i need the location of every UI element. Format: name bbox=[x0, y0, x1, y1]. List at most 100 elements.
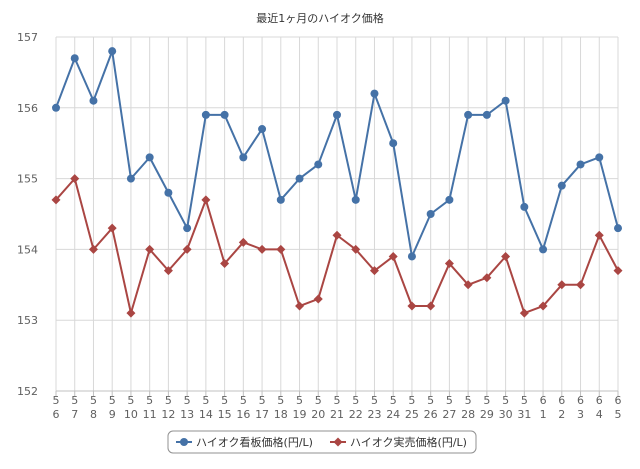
data-point[interactable] bbox=[407, 301, 417, 311]
data-point[interactable] bbox=[126, 174, 135, 183]
data-point[interactable] bbox=[595, 153, 604, 162]
data-point[interactable] bbox=[426, 301, 436, 311]
data-point[interactable] bbox=[369, 266, 379, 276]
x-tick-label-month: 6 bbox=[615, 394, 622, 407]
data-point[interactable] bbox=[52, 103, 60, 112]
x-tick-label-month: 5 bbox=[71, 394, 78, 407]
x-tick-label-day: 9 bbox=[109, 408, 116, 421]
data-point[interactable] bbox=[444, 259, 454, 269]
x-tick-label-month: 5 bbox=[465, 394, 472, 407]
data-point[interactable] bbox=[126, 308, 136, 318]
data-point[interactable] bbox=[201, 110, 210, 119]
x-tick-label-day: 23 bbox=[367, 408, 381, 421]
series-actual-price bbox=[51, 174, 623, 318]
data-point[interactable] bbox=[614, 224, 622, 233]
x-tick-label-day: 15 bbox=[218, 408, 232, 421]
x-tick-label-month: 5 bbox=[202, 394, 209, 407]
y-tick-label: 155 bbox=[17, 173, 38, 186]
x-tick-label-month: 5 bbox=[390, 394, 397, 407]
data-point[interactable] bbox=[482, 110, 491, 119]
data-point[interactable] bbox=[70, 174, 80, 184]
x-tick-label-month: 5 bbox=[315, 394, 322, 407]
data-point[interactable] bbox=[108, 47, 117, 56]
x-tick-label-month: 5 bbox=[109, 394, 116, 407]
x-tick-label-month: 5 bbox=[334, 394, 341, 407]
y-tick-label: 152 bbox=[17, 385, 38, 398]
data-point[interactable] bbox=[276, 244, 286, 254]
data-point[interactable] bbox=[538, 301, 548, 311]
x-tick-label-month: 5 bbox=[259, 394, 266, 407]
data-point[interactable] bbox=[183, 224, 192, 233]
y-tick-label: 157 bbox=[17, 31, 38, 44]
legend-marker-billboard bbox=[180, 438, 188, 446]
data-point[interactable] bbox=[407, 252, 416, 261]
x-tick-label-month: 6 bbox=[540, 394, 547, 407]
x-tick-label-month: 5 bbox=[521, 394, 528, 407]
x-tick-label-month: 6 bbox=[558, 394, 565, 407]
data-point[interactable] bbox=[70, 54, 79, 63]
data-point[interactable] bbox=[238, 237, 248, 247]
x-tick-label-month: 5 bbox=[427, 394, 434, 407]
legend-item-billboard-price[interactable]: ハイオク看板価格(円/L) bbox=[176, 435, 313, 449]
data-point[interactable] bbox=[88, 244, 98, 254]
data-point[interactable] bbox=[426, 210, 435, 218]
data-point[interactable] bbox=[389, 139, 398, 148]
data-point[interactable] bbox=[576, 160, 585, 169]
legend-box bbox=[167, 430, 477, 454]
data-point[interactable] bbox=[201, 195, 211, 205]
legend-item-actual-price[interactable]: ハイオク実売価格(円/L) bbox=[330, 435, 467, 449]
x-tick-label-month: 5 bbox=[408, 394, 415, 407]
x-tick-label-day: 6 bbox=[53, 408, 60, 421]
data-point[interactable] bbox=[520, 202, 529, 211]
data-point[interactable] bbox=[257, 244, 267, 254]
x-tick-label-day: 14 bbox=[199, 408, 213, 421]
x-tick-label-day: 11 bbox=[143, 408, 157, 421]
data-point[interactable] bbox=[594, 230, 604, 240]
x-tick-label-day: 26 bbox=[424, 408, 438, 421]
data-point[interactable] bbox=[501, 96, 510, 105]
data-point[interactable] bbox=[613, 266, 623, 276]
data-point[interactable] bbox=[89, 96, 98, 105]
data-point[interactable] bbox=[313, 294, 323, 304]
data-point[interactable] bbox=[463, 280, 473, 290]
data-point[interactable] bbox=[145, 244, 155, 254]
data-point[interactable] bbox=[501, 251, 511, 261]
data-point[interactable] bbox=[182, 244, 192, 254]
data-point[interactable] bbox=[576, 280, 586, 290]
x-tick-label-month: 6 bbox=[596, 394, 603, 407]
data-point[interactable] bbox=[370, 89, 379, 98]
data-point[interactable] bbox=[295, 174, 304, 183]
legend-marker-actual bbox=[333, 437, 343, 447]
data-point[interactable] bbox=[145, 153, 154, 162]
data-point[interactable] bbox=[314, 160, 323, 169]
data-point[interactable] bbox=[220, 110, 229, 119]
data-point[interactable] bbox=[351, 195, 360, 204]
x-tick-label-day: 2 bbox=[558, 408, 565, 421]
data-point[interactable] bbox=[557, 280, 567, 290]
data-point[interactable] bbox=[482, 273, 492, 283]
data-point[interactable] bbox=[445, 195, 454, 204]
x-tick-label-day: 29 bbox=[480, 408, 494, 421]
data-point[interactable] bbox=[258, 125, 267, 134]
data-point[interactable] bbox=[51, 195, 61, 205]
data-point[interactable] bbox=[332, 230, 342, 240]
data-point[interactable] bbox=[539, 245, 548, 254]
data-point[interactable] bbox=[464, 110, 473, 119]
data-point[interactable] bbox=[107, 223, 117, 233]
legend[interactable]: ハイオク看板価格(円/L) ハイオク実売価格(円/L) bbox=[167, 430, 477, 454]
data-point[interactable] bbox=[295, 301, 305, 311]
data-point[interactable] bbox=[164, 188, 173, 197]
x-tick-label-month: 5 bbox=[221, 394, 228, 407]
y-axis-ticks: 152 153 154 155 156 157 bbox=[17, 31, 38, 398]
data-point[interactable] bbox=[220, 259, 230, 269]
x-tick-label-month: 5 bbox=[446, 394, 453, 407]
data-point[interactable] bbox=[333, 110, 341, 119]
data-point[interactable] bbox=[163, 266, 173, 276]
data-point[interactable] bbox=[557, 181, 566, 190]
data-point[interactable] bbox=[276, 195, 285, 204]
data-point[interactable] bbox=[239, 153, 248, 162]
y-tick-label: 153 bbox=[17, 314, 38, 327]
data-point[interactable] bbox=[519, 308, 529, 318]
data-point[interactable] bbox=[388, 251, 398, 261]
data-point[interactable] bbox=[351, 244, 361, 254]
